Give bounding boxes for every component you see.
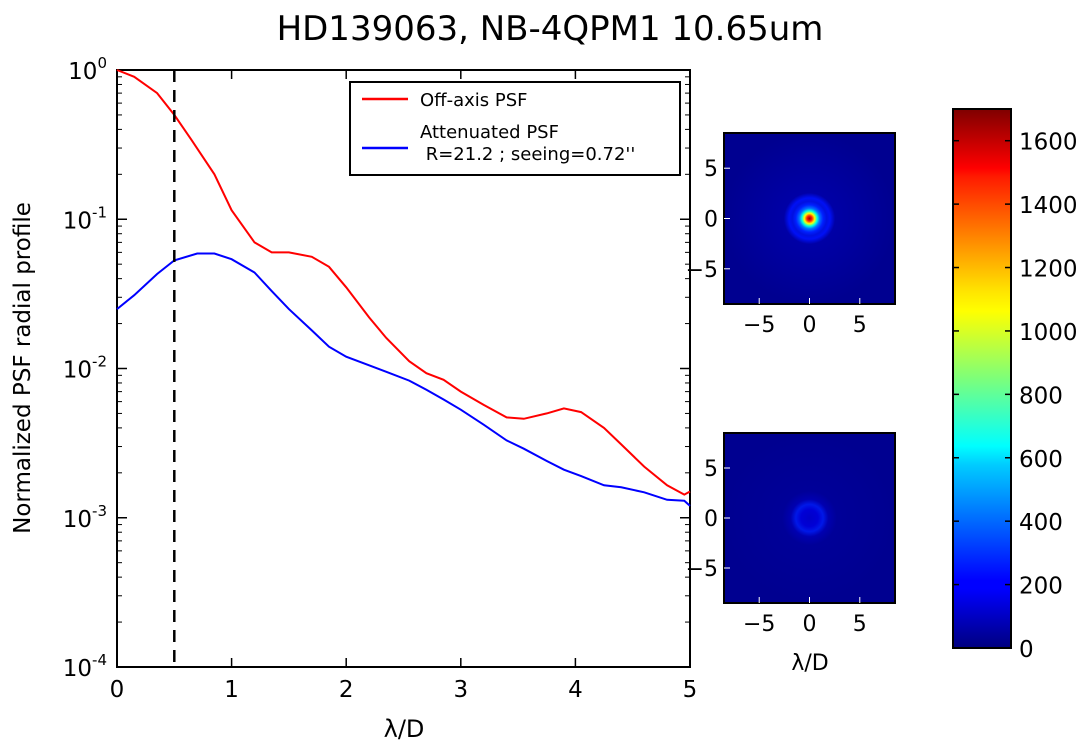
x-tick-label: 2 [339, 677, 354, 703]
colorbar-tick-label: 0 [1019, 637, 1034, 663]
y-tick-labels: 100 10-1 10-2 10-3 10-4 [63, 54, 107, 682]
psf-image-attenuated: −5 0 5 5 0 −5 λ/D [686, 432, 896, 676]
panel-x-tick-label: −5 [743, 612, 775, 637]
panel-y-tick-label: 0 [704, 208, 718, 233]
colorbar-ticks: 0 200 400 600 800 1000 1200 1400 1600 [953, 130, 1078, 663]
y-tick-label: 10-1 [63, 203, 107, 234]
psf-image-offaxis: −5 0 5 5 0 −5 [686, 132, 896, 338]
x-tick-label: 4 [568, 677, 583, 703]
panel-x-tick-label: 5 [853, 612, 867, 637]
panel-x-tick-label: 5 [853, 313, 867, 338]
psf-image-x-label: λ/D [791, 651, 828, 676]
y-axis-label: Normalized PSF radial profile [10, 202, 36, 534]
x-tick-label: 1 [224, 677, 239, 703]
legend: Off-axis PSF Attenuated PSF R=21.2 ; see… [349, 81, 681, 176]
y-tick-label: 10-3 [63, 502, 107, 533]
colorbar-tick-label: 1000 [1019, 320, 1078, 346]
chart-title: HD139063, NB-4QPM1 10.65um [277, 9, 824, 49]
legend-box [349, 81, 681, 176]
colorbar-tick-label: 800 [1019, 383, 1063, 409]
colorbar-tick-label: 1400 [1019, 193, 1078, 219]
psf-image-attenuated-field [724, 433, 895, 603]
x-axis-label: λ/D [384, 715, 425, 743]
panel-x-tick-label: 0 [803, 612, 817, 637]
colorbar-tick-label: 1200 [1019, 257, 1078, 283]
panel-y-tick-label: 5 [704, 457, 718, 482]
psf-image-attenuated-ticks: −5 0 5 5 0 −5 [686, 457, 867, 637]
series-line-attenuated [116, 252, 691, 507]
x-tick-label: 3 [453, 677, 468, 703]
psf-image-offaxis-ticks: −5 0 5 5 0 −5 [686, 157, 867, 338]
x-tick-label: 0 [110, 677, 125, 703]
x-tick-label: 5 [683, 677, 698, 703]
y-tick-label: 10-4 [63, 651, 107, 682]
panel-y-tick-label: 5 [704, 157, 718, 182]
colorbar: 0 200 400 600 800 1000 1200 1400 1600 [952, 108, 1078, 663]
y-tick-label: 100 [68, 54, 107, 85]
legend-label-attenuated: Attenuated PSF R=21.2 ; seeing=0.72'' [420, 122, 635, 165]
colorbar-tick-label: 1600 [1019, 130, 1078, 156]
colorbar-tick-label: 600 [1019, 447, 1063, 473]
main-plot: 0 1 2 3 4 5 100 10-1 10-2 10-3 10-4 λ/D Normalize… [10, 54, 697, 743]
series-line-off-axis [116, 69, 691, 496]
colorbar-tick-label: 200 [1019, 574, 1063, 600]
panel-y-tick-label: −5 [686, 258, 718, 283]
series-lines [116, 69, 691, 507]
main-tick-marks [116, 69, 691, 668]
legend-label-off-axis: Off-axis PSF [420, 90, 527, 111]
colorbar-tick-label: 400 [1019, 510, 1063, 536]
psf-image-offaxis-field [724, 133, 895, 304]
panel-x-tick-label: −5 [743, 313, 775, 338]
x-tick-labels: 0 1 2 3 4 5 [110, 677, 698, 703]
panel-x-tick-label: 0 [803, 313, 817, 338]
panel-y-tick-label: 0 [704, 507, 718, 532]
panel-y-tick-label: −5 [686, 557, 718, 582]
colorbar-gradient [952, 108, 1012, 649]
y-tick-label: 10-2 [63, 353, 107, 384]
